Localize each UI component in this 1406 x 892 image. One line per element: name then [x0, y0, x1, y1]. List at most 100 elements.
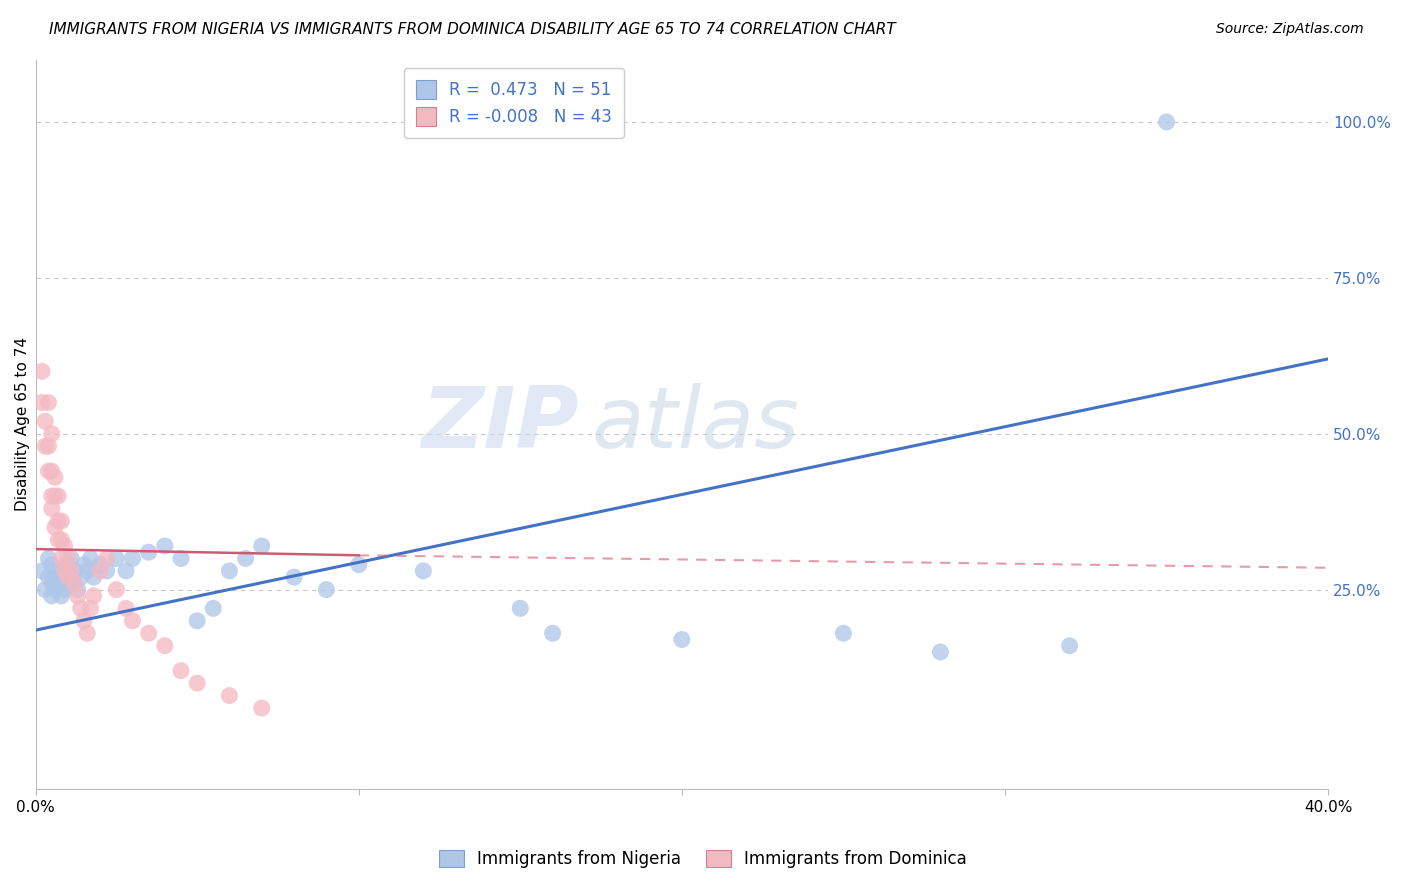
Point [121, 551, 143, 566]
Point [41, 464, 63, 478]
Point [121, 614, 143, 628]
Point [105, 551, 128, 566]
Point [66, 589, 89, 603]
Point [929, 645, 952, 659]
Point [60, 570, 83, 584]
Point [34, 439, 56, 453]
Point [73, 558, 96, 572]
Point [41, 426, 63, 441]
Point [138, 545, 160, 559]
Point [153, 539, 176, 553]
Point [186, 676, 208, 690]
Point [76, 564, 98, 578]
Y-axis label: Disability Age 65 to 74: Disability Age 65 to 74 [15, 337, 30, 511]
Point [53, 564, 76, 578]
Text: atlas: atlas [592, 383, 800, 466]
Text: Source: ZipAtlas.com: Source: ZipAtlas.com [1216, 22, 1364, 37]
Point [671, 632, 693, 647]
Point [115, 601, 138, 615]
Point [60, 551, 83, 566]
Point [105, 582, 128, 597]
Point [250, 701, 273, 715]
Point [44, 470, 66, 484]
Point [44, 520, 66, 534]
Text: IMMIGRANTS FROM NIGERIA VS IMMIGRANTS FROM DOMINICA DISABILITY AGE 65 TO 74 CORR: IMMIGRANTS FROM NIGERIA VS IMMIGRANTS FR… [49, 22, 896, 37]
Point [89, 564, 111, 578]
Point [1156, 115, 1178, 129]
Point [832, 626, 855, 640]
Point [51, 533, 73, 547]
Point [250, 539, 273, 553]
Point [170, 551, 193, 566]
Point [51, 589, 73, 603]
Point [37, 439, 59, 453]
Point [60, 564, 83, 578]
Point [56, 558, 79, 572]
Point [83, 589, 105, 603]
Point [34, 582, 56, 597]
Point [218, 689, 240, 703]
Point [66, 582, 89, 597]
Point [218, 564, 240, 578]
Point [31, 395, 53, 409]
Point [73, 614, 96, 628]
Point [41, 501, 63, 516]
Point [37, 395, 59, 409]
Point [46, 533, 69, 547]
Point [37, 464, 59, 478]
Point [41, 589, 63, 603]
Point [37, 551, 59, 566]
Point [347, 558, 370, 572]
Point [235, 551, 257, 566]
Point [53, 539, 76, 553]
Point [34, 414, 56, 428]
Point [46, 576, 69, 591]
Point [138, 626, 160, 640]
Point [89, 558, 111, 572]
Point [46, 489, 69, 503]
Point [44, 489, 66, 503]
Point [1059, 639, 1081, 653]
Point [170, 664, 193, 678]
Point [283, 570, 305, 584]
Point [509, 601, 531, 615]
Point [53, 582, 76, 597]
Legend: Immigrants from Nigeria, Immigrants from Dominica: Immigrants from Nigeria, Immigrants from… [432, 843, 974, 875]
Point [41, 489, 63, 503]
Point [202, 601, 225, 615]
Point [56, 570, 79, 584]
Point [412, 564, 434, 578]
Point [63, 576, 86, 591]
Point [63, 564, 86, 578]
Point [83, 570, 105, 584]
Point [31, 364, 53, 378]
Point [51, 514, 73, 528]
Point [41, 558, 63, 572]
Point [46, 564, 69, 578]
Point [44, 582, 66, 597]
Point [76, 626, 98, 640]
Point [79, 601, 101, 615]
Point [51, 570, 73, 584]
Point [63, 576, 86, 591]
Point [37, 570, 59, 584]
Point [315, 582, 337, 597]
Point [79, 551, 101, 566]
Legend: R =  0.473   N = 51, R = -0.008   N = 43: R = 0.473 N = 51, R = -0.008 N = 43 [404, 68, 624, 138]
Point [31, 564, 53, 578]
Point [186, 614, 208, 628]
Point [153, 639, 176, 653]
Point [56, 551, 79, 566]
Text: ZIP: ZIP [420, 383, 578, 466]
Point [96, 564, 118, 578]
Point [41, 576, 63, 591]
Point [53, 564, 76, 578]
Point [96, 551, 118, 566]
Point [541, 626, 564, 640]
Point [69, 570, 91, 584]
Point [44, 570, 66, 584]
Point [69, 601, 91, 615]
Point [115, 564, 138, 578]
Point [51, 551, 73, 566]
Point [56, 576, 79, 591]
